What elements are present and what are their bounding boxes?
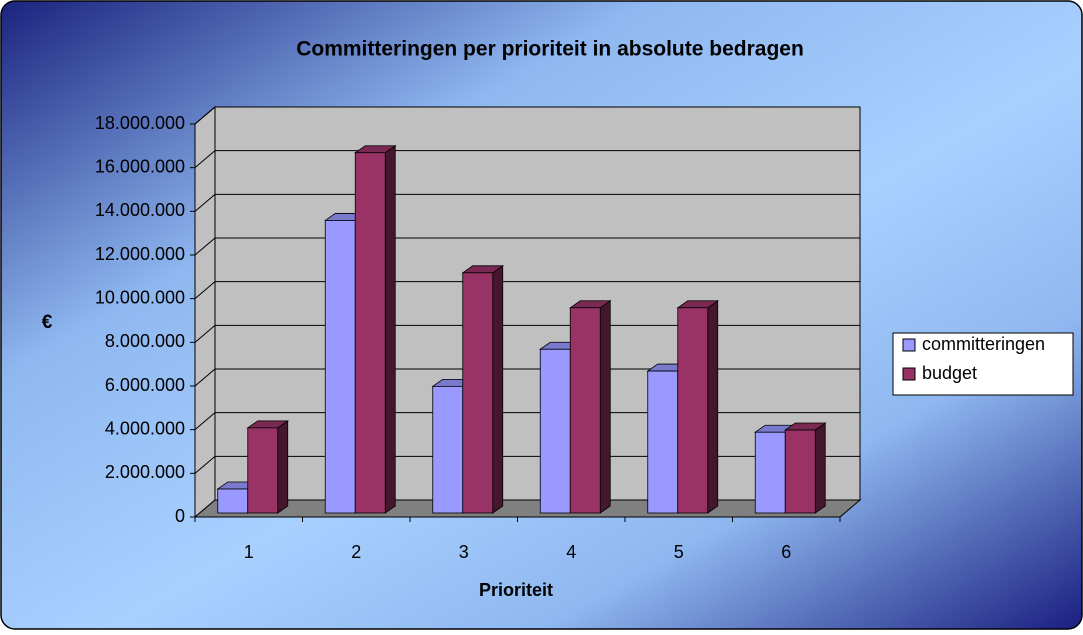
- bar-side: [707, 299, 719, 514]
- bar-front: [324, 220, 356, 514]
- y-tick-label: 6.000.000: [105, 375, 185, 395]
- legend-swatch: [902, 367, 916, 381]
- bar-front: [647, 370, 679, 514]
- bar-front: [247, 427, 279, 514]
- y-tick-label: 2.000.000: [105, 462, 185, 482]
- x-tick-label: 1: [244, 542, 254, 562]
- bar-front: [354, 152, 386, 514]
- grid-line: [194, 237, 860, 256]
- bar-front: [217, 488, 249, 514]
- y-axis-title: €: [42, 312, 53, 333]
- bar-side: [277, 420, 289, 514]
- grid-line: [194, 368, 860, 387]
- bar-front: [462, 272, 494, 514]
- bar-side: [814, 422, 826, 514]
- x-tick-label: 3: [459, 542, 469, 562]
- grid-line: [194, 455, 860, 474]
- y-tick-label: 4.000.000: [105, 418, 185, 438]
- bar: [568, 299, 612, 514]
- legend: [892, 332, 1074, 396]
- y-tick-label: 16.000.000: [95, 156, 185, 176]
- x-tick-label: 6: [781, 542, 791, 562]
- grid-line: [194, 324, 860, 343]
- x-tick-label: 2: [351, 542, 361, 562]
- legend-label: committeringen: [922, 334, 1045, 354]
- y-tick-label: 0: [175, 506, 185, 526]
- chart-title: Committeringen per prioriteit in absolut…: [296, 38, 804, 61]
- y-tick-label: 10.000.000: [95, 287, 185, 307]
- bar-front: [539, 348, 571, 514]
- bar: [353, 144, 397, 514]
- legend-label: budget: [922, 363, 977, 383]
- bar-side: [599, 299, 611, 514]
- grid-line: [194, 281, 860, 300]
- bar-front: [569, 307, 601, 514]
- grid-line: [194, 106, 860, 125]
- y-tick-label: 18.000.000: [95, 113, 185, 133]
- bar: [246, 420, 290, 514]
- bar-side: [492, 265, 504, 514]
- y-tick-label: 12.000.000: [95, 244, 185, 264]
- bar: [461, 265, 505, 514]
- bar-front: [432, 385, 464, 514]
- x-tick-label: 4: [566, 542, 576, 562]
- grid-line: [194, 412, 860, 431]
- legend-swatch: [902, 338, 916, 352]
- bar-front: [677, 307, 709, 514]
- grid-line: [194, 150, 860, 169]
- bar-front: [754, 431, 786, 514]
- bar: [676, 299, 720, 514]
- x-axis-title: Prioriteit: [479, 580, 553, 600]
- grid-line: [194, 193, 860, 212]
- side-wall: [194, 105, 216, 519]
- bar-side: [384, 144, 396, 514]
- x-tick-label: 5: [674, 542, 684, 562]
- y-tick-label: 14.000.000: [95, 200, 185, 220]
- bar-front: [784, 429, 816, 514]
- y-tick-label: 8.000.000: [105, 331, 185, 351]
- bar: [783, 422, 827, 514]
